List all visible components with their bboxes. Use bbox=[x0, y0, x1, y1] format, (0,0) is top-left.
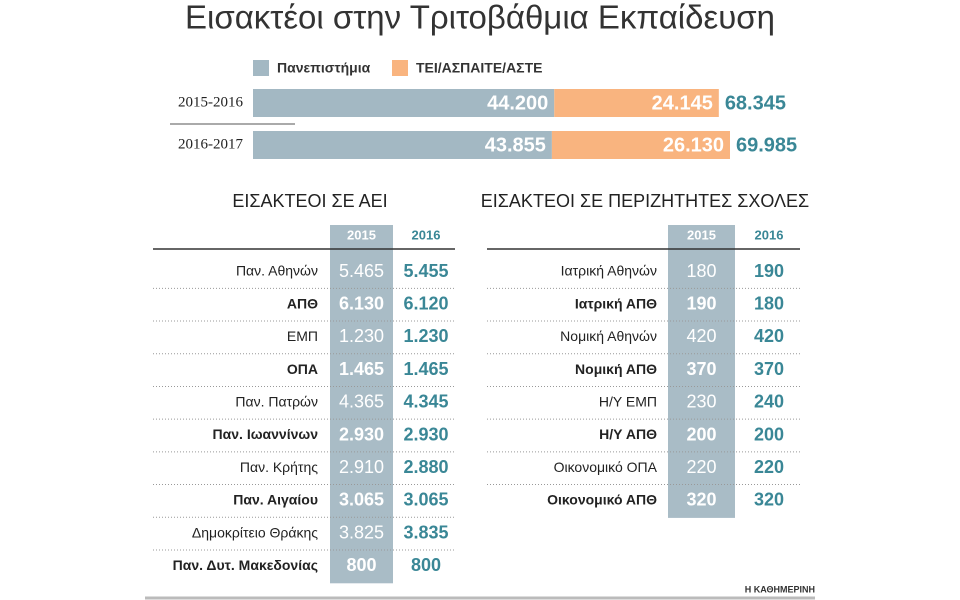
cell: 180 bbox=[686, 261, 716, 281]
total-label: 69.985 bbox=[736, 134, 797, 156]
cell: 2.910 bbox=[339, 457, 384, 477]
cell: 5.455 bbox=[403, 261, 448, 281]
cell: 200 bbox=[686, 424, 716, 444]
cell: 1.230 bbox=[403, 326, 448, 346]
shaded-column bbox=[330, 225, 393, 584]
table-title: ΕΙΣΑΚΤΕΟΙ ΣΕ ΠΕΡΙΖΗΤΗΤΕΣ ΣΧΟΛΕΣ bbox=[481, 191, 809, 211]
cell: 3.065 bbox=[403, 490, 448, 510]
cell: 2.930 bbox=[339, 424, 384, 444]
cell: 420 bbox=[686, 326, 716, 346]
bar-segment bbox=[253, 89, 555, 117]
bar-segment bbox=[554, 89, 719, 117]
row-label: ΕΜΠ bbox=[287, 328, 318, 344]
total-label: 68.345 bbox=[725, 92, 786, 114]
cell: 180 bbox=[754, 293, 784, 313]
cell: 230 bbox=[686, 392, 716, 412]
row-label: Νομική Αθηνών bbox=[560, 328, 657, 344]
cell: 800 bbox=[411, 555, 441, 575]
cell: 1.465 bbox=[339, 359, 384, 379]
cell: 320 bbox=[686, 490, 716, 510]
cell: 800 bbox=[346, 555, 376, 575]
cell: 240 bbox=[754, 392, 784, 412]
row-label: Ιατρική ΑΠΘ bbox=[575, 295, 657, 311]
row-label: Η/Υ ΕΜΠ bbox=[599, 394, 657, 410]
category-label: 2016-2017 bbox=[178, 136, 243, 152]
shaded-column bbox=[668, 225, 735, 518]
row-label: Η/Υ ΑΠΘ bbox=[599, 426, 657, 442]
row-label: Οικονομικό ΑΠΘ bbox=[547, 492, 657, 508]
table-title: ΕΙΣΑΚΤΕΟΙ ΣΕ ΑΕΙ bbox=[232, 191, 387, 211]
row-label: Παν. Πατρών bbox=[235, 394, 318, 410]
column-header: 2015 bbox=[687, 227, 716, 242]
column-header: 2016 bbox=[412, 227, 441, 242]
cell: 1.465 bbox=[403, 359, 448, 379]
legend-label: Πανεπιστήμια bbox=[277, 60, 371, 76]
row-label: Δημοκρίτειο Θράκης bbox=[192, 524, 318, 540]
legend-label: ΤΕΙ/ΑΣΠΑΙΤΕ/ΑΣΤΕ bbox=[416, 60, 542, 76]
cell: 6.130 bbox=[339, 293, 384, 313]
cell: 2.930 bbox=[403, 424, 448, 444]
cell: 320 bbox=[754, 490, 784, 510]
value-label: 26.130 bbox=[663, 134, 724, 156]
bar-segment bbox=[551, 131, 730, 159]
column-header: 2016 bbox=[755, 227, 784, 242]
title: Εισακτέοι στην Τριτοβάθμια Εκπαίδευση bbox=[185, 0, 775, 36]
row-label: ΑΠΘ bbox=[287, 295, 318, 311]
value-label: 43.855 bbox=[485, 134, 546, 156]
row-label: Παν. Κρήτης bbox=[240, 459, 318, 475]
cell: 420 bbox=[754, 326, 784, 346]
row-label: Νομική ΑΠΘ bbox=[575, 361, 657, 377]
cell: 190 bbox=[754, 261, 784, 281]
legend-swatch bbox=[392, 60, 408, 76]
row-label: Οικονομικό ΟΠΑ bbox=[554, 459, 658, 475]
cell: 190 bbox=[686, 293, 716, 313]
cell: 200 bbox=[754, 424, 784, 444]
cell: 370 bbox=[754, 359, 784, 379]
cell: 3.825 bbox=[339, 522, 384, 542]
legend-swatch bbox=[253, 60, 269, 76]
row-label: Παν. Δυτ. Μακεδονίας bbox=[173, 557, 318, 573]
row-label: Παν. Ιωαννίνων bbox=[213, 426, 319, 442]
column-header: 2015 bbox=[347, 227, 376, 242]
row-label: Ιατρική Αθηνών bbox=[561, 263, 657, 279]
bar-segment bbox=[253, 131, 552, 159]
cell: 6.120 bbox=[403, 293, 448, 313]
cell: 3.065 bbox=[339, 490, 384, 510]
cell: 370 bbox=[686, 359, 716, 379]
cell: 220 bbox=[754, 457, 784, 477]
source: Η ΚΑΘΗΜΕΡΙΝΗ bbox=[745, 584, 815, 594]
value-label: 24.145 bbox=[652, 92, 713, 114]
value-label: 44.200 bbox=[487, 92, 548, 114]
row-label: Παν. Αιγαίου bbox=[233, 492, 318, 508]
cell: 4.365 bbox=[339, 392, 384, 412]
cell: 2.880 bbox=[403, 457, 448, 477]
cell: 3.835 bbox=[403, 522, 448, 542]
row-label: Παν. Αθηνών bbox=[236, 263, 318, 279]
row-label: ΟΠΑ bbox=[287, 361, 318, 377]
cell: 1.230 bbox=[339, 326, 384, 346]
cell: 5.465 bbox=[339, 261, 384, 281]
cell: 220 bbox=[686, 457, 716, 477]
cell: 4.345 bbox=[403, 392, 448, 412]
category-label: 2015-2016 bbox=[178, 94, 243, 110]
